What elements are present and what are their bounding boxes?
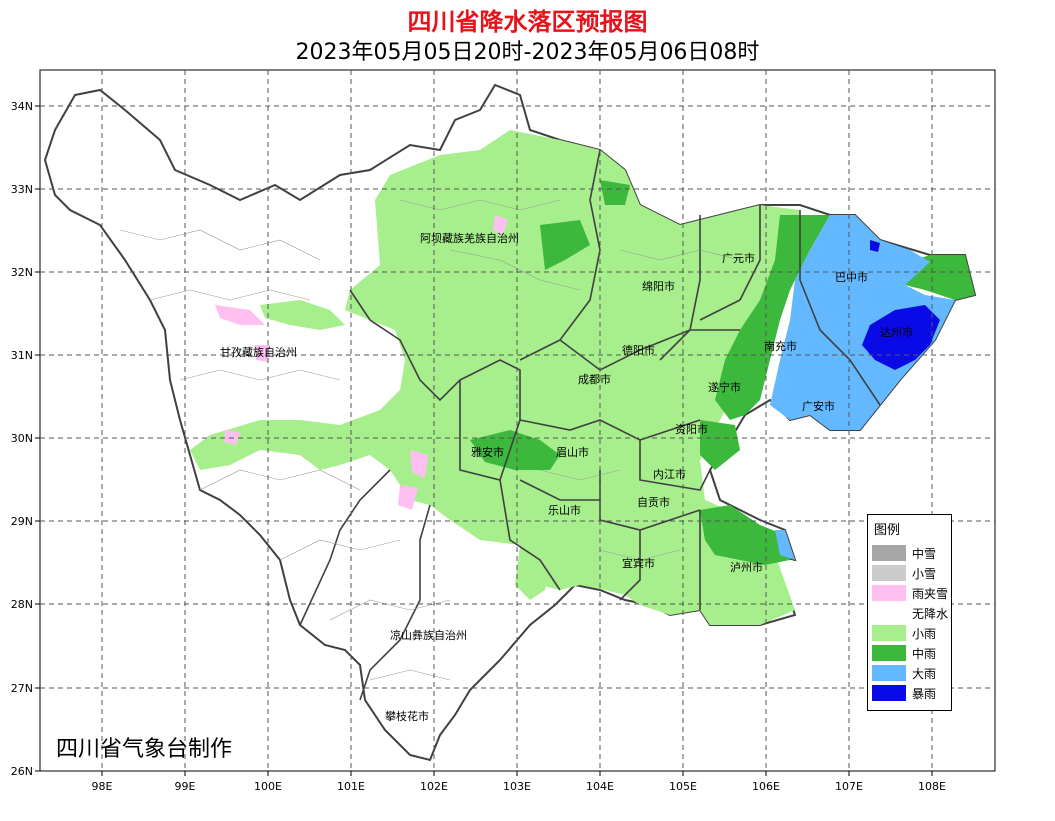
city-label-mianyang: 绵阳市 (642, 279, 675, 293)
rainstorm-region (862, 305, 940, 370)
sleet-patch-south (410, 450, 428, 478)
city-label-guangyuan: 广元市 (722, 251, 755, 265)
sleet-patch-south-2 (398, 485, 418, 510)
light-rain-patch-south (515, 545, 550, 600)
legend-swatch (872, 585, 906, 601)
city-label-nanchong: 南充市 (764, 339, 797, 353)
legend-swatch (872, 605, 906, 621)
sleet-patch-ganzi (215, 305, 265, 325)
city-label-luzhou: 泸州市 (730, 560, 763, 574)
lon-label: 100E (254, 780, 282, 793)
legend-swatch (872, 565, 906, 581)
city-label-zigong: 自贡市 (637, 495, 670, 509)
lon-labels: 98E 99E 100E 101E 102E 103E 104E 105E 10… (92, 780, 946, 793)
map-subtitle: 2023年05月05日20时-2023年05月06日08时 (295, 40, 760, 65)
legend-title: 图例 (874, 523, 901, 538)
legend-label: 小雨 (912, 627, 937, 641)
city-label-ganzi: 甘孜藏族自治州 (220, 345, 297, 359)
lat-label: 28N (11, 598, 33, 611)
legend: 图例 中雪 小雪 雨夹雪 无降水 小雨 中雨 大雨 暴雨 (867, 514, 952, 711)
heavy-rain-south-patch (775, 530, 795, 560)
city-label-leshan: 乐山市 (548, 503, 581, 517)
lon-label: 107E (835, 780, 863, 793)
lon-label: 101E (337, 780, 365, 793)
moderate-rain-east (715, 215, 830, 420)
lon-label: 98E (92, 780, 113, 793)
moderate-rain-yaan (470, 430, 560, 470)
moderate-rain-ziyang (700, 420, 740, 470)
light-rain-patch-west (260, 300, 345, 330)
moderate-rain-aba (540, 220, 590, 270)
legend-label: 小雪 (912, 567, 937, 581)
moderate-rain-south (700, 505, 790, 565)
city-boundaries (299, 149, 881, 701)
heavy-rain-region (770, 215, 955, 430)
sleet-patch-aba (493, 215, 508, 235)
legend-swatch (872, 545, 906, 561)
lon-label: 108E (918, 780, 946, 793)
lon-label: 104E (586, 780, 614, 793)
legend-swatch (872, 625, 906, 641)
light-rain-region (190, 130, 800, 625)
axis-ticks (35, 105, 933, 776)
credit-text: 四川省气象台制作 (56, 737, 233, 762)
legend-label: 中雨 (912, 647, 937, 661)
legend-item: 雨夹雪 (872, 584, 950, 602)
rainstorm-small (870, 240, 880, 252)
legend-label: 暴雨 (912, 687, 937, 701)
legend-item: 小雨 (872, 624, 950, 642)
legend-item: 中雪 (872, 544, 950, 562)
legend-swatch (872, 645, 906, 661)
lon-label: 102E (420, 780, 448, 793)
lat-label: 32N (11, 266, 33, 279)
city-label-bazhong: 巴中市 (835, 270, 868, 284)
city-label-aba: 阿坝藏族羌族自治州 (420, 231, 519, 245)
lon-label: 105E (669, 780, 697, 793)
legend-swatch (872, 685, 906, 701)
city-label-neijiang: 内江市 (653, 467, 686, 481)
lat-label: 34N (11, 100, 33, 113)
city-label-suining: 遂宁市 (708, 380, 741, 394)
moderate-rain-mianyang (600, 180, 630, 205)
legend-label: 大雨 (912, 667, 937, 681)
sleet-patch-ganzi-2 (255, 345, 270, 362)
city-label-yaan: 雅安市 (471, 445, 504, 459)
legend-item: 中雨 (872, 644, 950, 662)
lat-label: 29N (11, 515, 33, 528)
lat-label: 30N (11, 432, 33, 445)
lon-label: 103E (503, 780, 531, 793)
legend-label: 无降水 (912, 607, 949, 621)
city-label-ziyang: 资阳市 (675, 422, 708, 436)
legend-item: 小雪 (872, 564, 950, 582)
legend-swatch (872, 665, 906, 681)
city-label-dazhou: 达州市 (880, 325, 913, 339)
city-label-liangshan: 凉山彝族自治州 (390, 628, 467, 642)
city-label-chengdu: 成都市 (578, 372, 611, 386)
city-label-panzhihua: 攀枝花市 (385, 709, 429, 723)
county-boundaries (119, 199, 741, 681)
lat-label: 26N (11, 765, 33, 778)
lat-labels: 34N 33N 32N 31N 30N 29N 28N 27N 26N (11, 100, 33, 778)
legend-item: 大雨 (872, 664, 950, 682)
legend-label: 雨夹雪 (912, 587, 949, 601)
legend-label: 中雪 (912, 547, 937, 561)
city-label-yibin: 宜宾市 (622, 556, 655, 570)
legend-item: 无降水 (872, 604, 950, 622)
map-title: 四川省降水落区预报图 (407, 8, 648, 36)
legend-item: 暴雨 (872, 684, 950, 702)
city-labels: 阿坝藏族羌族自治州 甘孜藏族自治州 广元市 巴中市 绵阳市 达州市 德阳市 南充… (220, 231, 913, 723)
city-label-deyang: 德阳市 (622, 343, 655, 357)
lat-label: 33N (11, 183, 33, 196)
lon-label: 106E (752, 780, 780, 793)
city-label-guangan: 广安市 (802, 399, 835, 413)
city-label-meishan: 眉山市 (556, 445, 589, 459)
graticule (40, 70, 995, 771)
lat-label: 31N (11, 349, 33, 362)
lat-label: 27N (11, 682, 33, 695)
lon-label: 99E (175, 780, 196, 793)
